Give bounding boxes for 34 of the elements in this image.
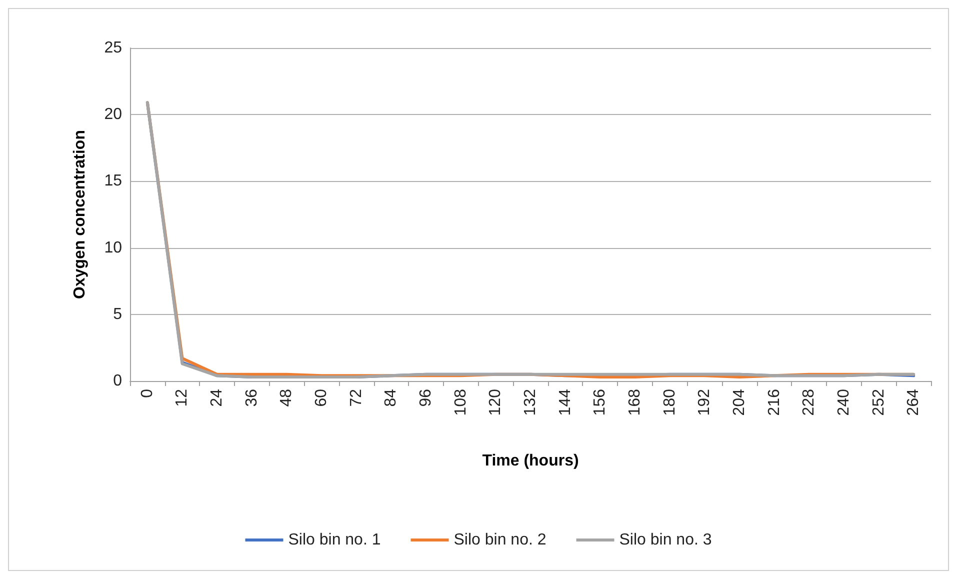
x-tick-label: 264 bbox=[905, 388, 922, 416]
x-tick-label: 216 bbox=[766, 388, 783, 416]
y-tick-label: 20 bbox=[104, 106, 122, 124]
x-tick-label: 240 bbox=[835, 388, 852, 416]
x-tick-label: 156 bbox=[592, 388, 609, 416]
x-tick-label: 252 bbox=[870, 388, 888, 416]
x-tick-label: 204 bbox=[730, 388, 748, 416]
x-tick-label: 228 bbox=[800, 388, 818, 416]
x-tick-label: 84 bbox=[382, 388, 400, 407]
x-tick-label: 120 bbox=[487, 388, 504, 416]
legend-label: Silo bin no. 3 bbox=[619, 532, 712, 548]
y-tick-label: 5 bbox=[113, 306, 122, 323]
y-tick-label: 25 bbox=[104, 40, 122, 56]
y-tick-label: 0 bbox=[113, 372, 122, 390]
x-tick-label: 168 bbox=[626, 388, 644, 416]
legend-label: Silo bin no. 1 bbox=[288, 532, 381, 548]
x-tick-label: 60 bbox=[313, 388, 330, 407]
x-tick-label: 12 bbox=[174, 388, 191, 407]
x-tick-label: 0 bbox=[138, 388, 156, 398]
legend-label: Silo bin no. 2 bbox=[454, 532, 546, 548]
y-tick-label: 15 bbox=[104, 172, 122, 190]
x-tick-label: 72 bbox=[348, 388, 365, 407]
x-tick-label: 48 bbox=[278, 388, 296, 407]
x-tick-label: 36 bbox=[243, 388, 260, 407]
x-tick-label: 96 bbox=[418, 388, 435, 407]
y-axis-title: Oxygen concentration bbox=[72, 130, 88, 299]
x-tick-label: 180 bbox=[661, 388, 678, 416]
x-tick-label: 192 bbox=[696, 388, 714, 416]
x-axis-title: Time (hours) bbox=[482, 452, 579, 470]
x-tick-label: 108 bbox=[452, 388, 470, 416]
y-tick-label: 10 bbox=[104, 239, 122, 256]
x-tick-label: 132 bbox=[522, 388, 539, 416]
x-tick-label: 144 bbox=[556, 388, 574, 416]
x-tick-label: 24 bbox=[208, 388, 226, 407]
